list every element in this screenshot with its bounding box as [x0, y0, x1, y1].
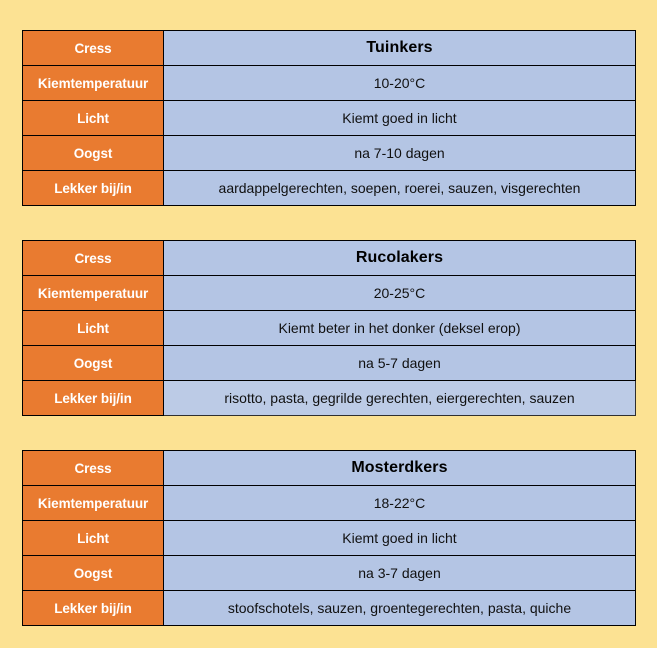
row-label-cress: Cress [22, 450, 164, 486]
table-row: Lekker bij/in stoofschotels, sauzen, gro… [22, 590, 636, 626]
cress-table-rucolakers: Cress Rucolakers Kiemtemperatuur 20-25°C… [22, 240, 636, 416]
row-label-oogst: Oogst [22, 135, 164, 171]
table-row: Licht Kiemt goed in licht [22, 520, 636, 556]
row-label-kiemtemperatuur: Kiemtemperatuur [22, 485, 164, 521]
row-label-cress: Cress [22, 240, 164, 276]
row-label-licht: Licht [22, 100, 164, 136]
cress-table-body: Cress Tuinkers Kiemtemperatuur 10-20°C L… [22, 30, 636, 206]
cress-name-title: Tuinkers [163, 30, 636, 66]
cress-name-title: Mosterdkers [163, 450, 636, 486]
row-label-licht: Licht [22, 310, 164, 346]
cress-table-mosterdkers: Cress Mosterdkers Kiemtemperatuur 18-22°… [22, 450, 636, 626]
table-row: Licht Kiemt beter in het donker (deksel … [22, 310, 636, 346]
table-row: Cress Mosterdkers [22, 450, 636, 486]
table-row: Lekker bij/in risotto, pasta, gegrilde g… [22, 380, 636, 416]
table-row: Oogst na 7-10 dagen [22, 135, 636, 171]
row-value-oogst: na 3-7 dagen [163, 555, 636, 591]
table-row: Kiemtemperatuur 20-25°C [22, 275, 636, 311]
cress-table-body: Cress Rucolakers Kiemtemperatuur 20-25°C… [22, 240, 636, 416]
cress-table-body: Cress Mosterdkers Kiemtemperatuur 18-22°… [22, 450, 636, 626]
row-label-oogst: Oogst [22, 345, 164, 381]
row-value-lekker-bij-in: risotto, pasta, gegrilde gerechten, eier… [163, 380, 636, 416]
row-label-oogst: Oogst [22, 555, 164, 591]
row-value-oogst: na 7-10 dagen [163, 135, 636, 171]
row-value-lekker-bij-in: aardappelgerechten, soepen, roerei, sauz… [163, 170, 636, 206]
row-label-licht: Licht [22, 520, 164, 556]
row-value-kiemtemperatuur: 10-20°C [163, 65, 636, 101]
row-value-kiemtemperatuur: 20-25°C [163, 275, 636, 311]
table-row: Lekker bij/in aardappelgerechten, soepen… [22, 170, 636, 206]
row-value-licht: Kiemt goed in licht [163, 100, 636, 136]
row-label-cress: Cress [22, 30, 164, 66]
row-value-lekker-bij-in: stoofschotels, sauzen, groentegerechten,… [163, 590, 636, 626]
cress-name-title: Rucolakers [163, 240, 636, 276]
row-value-licht: Kiemt goed in licht [163, 520, 636, 556]
row-label-kiemtemperatuur: Kiemtemperatuur [22, 275, 164, 311]
table-row: Oogst na 3-7 dagen [22, 555, 636, 591]
row-label-lekker-bij-in: Lekker bij/in [22, 380, 164, 416]
row-value-kiemtemperatuur: 18-22°C [163, 485, 636, 521]
table-row: Kiemtemperatuur 18-22°C [22, 485, 636, 521]
row-value-oogst: na 5-7 dagen [163, 345, 636, 381]
row-label-lekker-bij-in: Lekker bij/in [22, 590, 164, 626]
row-label-lekker-bij-in: Lekker bij/in [22, 170, 164, 206]
row-label-kiemtemperatuur: Kiemtemperatuur [22, 65, 164, 101]
table-row: Cress Tuinkers [22, 30, 636, 66]
table-row: Cress Rucolakers [22, 240, 636, 276]
table-row: Licht Kiemt goed in licht [22, 100, 636, 136]
table-row: Oogst na 5-7 dagen [22, 345, 636, 381]
table-row: Kiemtemperatuur 10-20°C [22, 65, 636, 101]
cress-table-tuinkers: Cress Tuinkers Kiemtemperatuur 10-20°C L… [22, 30, 636, 206]
row-value-licht: Kiemt beter in het donker (deksel erop) [163, 310, 636, 346]
